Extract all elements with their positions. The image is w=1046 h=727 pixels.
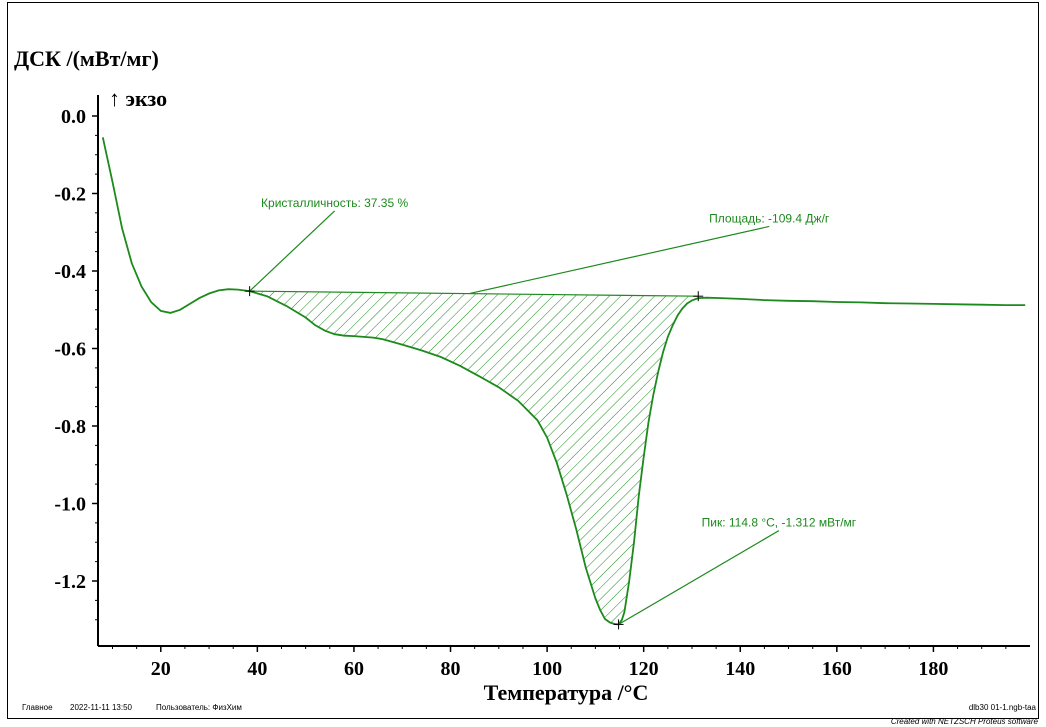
markers	[244, 286, 704, 630]
x-ticks: 20 40 60 80 100 120 140 160 180	[111, 646, 1007, 680]
y-axis-label: ДСК /(мВт/мг)	[14, 46, 159, 71]
crosshair-marker	[613, 619, 624, 630]
y-tick-label: -0.6	[54, 339, 86, 361]
exo-label: ↑ экзо	[109, 86, 167, 111]
x-tick-label: 100	[532, 658, 562, 680]
annotation-leader-line	[249, 210, 336, 292]
annotation-label: Пик: 114.8 °C, -1.312 мВт/мг	[702, 516, 857, 530]
dsc-curve	[101, 137, 1026, 626]
x-tick-label: 60	[344, 658, 364, 680]
peak-area-hatch	[249, 291, 699, 625]
y-tick-label: -0.2	[54, 184, 86, 206]
footer-main: Главное	[22, 703, 53, 712]
annotations: Кристалличность: 37.35 % Площадь: -109.4 …	[249, 196, 857, 625]
annotation-leader-line	[469, 225, 770, 295]
y-ticks: 0.0 -0.2 -0.4 -0.6 -0.8 -1.0 -1.2	[54, 106, 98, 621]
x-tick-label: 40	[247, 658, 267, 680]
y-tick-label: -0.4	[54, 261, 86, 283]
footer-file: dlb30 01-1.ngb-taa	[968, 703, 1036, 712]
crosshair-marker	[244, 286, 255, 297]
x-tick-label: 20	[151, 658, 171, 680]
y-tick-label: 0.0	[61, 106, 86, 128]
annotation-leader-line	[618, 530, 780, 625]
x-tick-label: 160	[822, 658, 852, 680]
y-tick-label: -0.8	[54, 416, 86, 438]
x-tick-label: 120	[629, 658, 659, 680]
x-tick-label: 140	[725, 658, 755, 680]
footer-credit: Created with NETZSCH Proteus software	[890, 717, 1038, 726]
annotation-label: Площадь: -109.4 Дж/г	[709, 211, 830, 225]
x-tick-label: 80	[441, 658, 461, 680]
y-tick-label: -1.2	[54, 571, 86, 593]
chart-frame	[7, 2, 1039, 719]
y-tick-label: -1.0	[54, 494, 86, 516]
annotation-label: Кристалличность: 37.35 %	[261, 196, 408, 210]
footer-datetime: 2022-11-11 13:50	[70, 703, 132, 712]
crosshair-marker	[693, 291, 704, 302]
x-axis-label: Температура /°C	[484, 680, 649, 705]
peak-baseline	[249, 290, 699, 297]
footer-user: Пользователь: ФизХим	[156, 703, 242, 712]
x-tick-label: 180	[918, 658, 948, 680]
